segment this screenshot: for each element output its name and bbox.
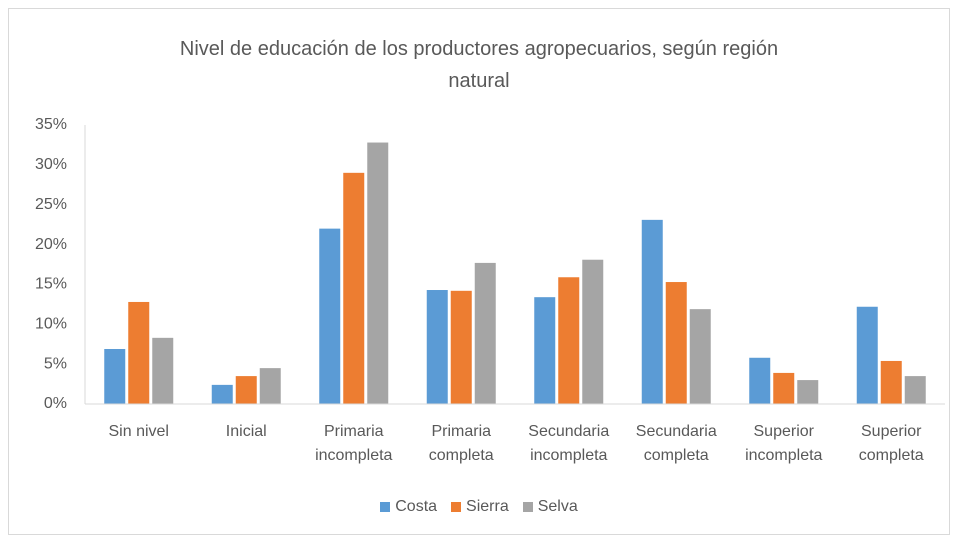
legend-label: Costa — [395, 498, 438, 515]
bar — [641, 219, 663, 404]
bar — [474, 262, 496, 404]
y-tick-label: 25% — [35, 196, 67, 213]
bar — [582, 259, 604, 404]
x-tick-label: Secundaria completa — [635, 423, 717, 464]
legend-item: Sierra — [451, 498, 509, 516]
legend-label: Sierra — [466, 498, 509, 515]
bar — [450, 290, 472, 404]
x-tick-label: Inicial — [225, 423, 267, 440]
bar — [904, 376, 926, 404]
bar — [343, 172, 365, 404]
bar — [773, 372, 795, 404]
chart-title: Nivel de educación de los productores ag… — [179, 38, 779, 92]
bar — [259, 368, 281, 404]
bar — [319, 228, 341, 404]
bar — [426, 290, 448, 404]
y-tick-label: 0% — [44, 395, 67, 412]
x-tick-label: Primaria completa — [428, 423, 494, 464]
bar — [665, 282, 687, 404]
x-tick-label: Secundaria incompleta — [528, 423, 610, 464]
legend-swatch — [522, 502, 533, 512]
bar — [534, 297, 556, 404]
bar — [367, 142, 389, 404]
y-tick-label: 10% — [35, 316, 67, 333]
x-tick-label: Sin nivel — [108, 423, 169, 440]
legend-swatch — [451, 502, 462, 512]
y-tick-label: 30% — [35, 156, 67, 173]
x-tick-label: Primaria incompleta — [315, 423, 393, 464]
bar — [128, 301, 150, 404]
y-tick-label: 5% — [44, 355, 67, 372]
bar — [211, 384, 233, 404]
bar — [689, 309, 711, 404]
legend-item: Costa — [380, 498, 437, 516]
x-tick-label: Superior incompleta — [745, 423, 823, 464]
y-tick-label: 15% — [35, 276, 67, 293]
chart-border — [8, 8, 950, 535]
x-tick-label: Superior completa — [858, 423, 924, 464]
bar — [558, 277, 580, 404]
bar — [749, 357, 771, 404]
bar — [797, 380, 819, 404]
bar — [880, 360, 902, 404]
legend-label: Selva — [537, 498, 578, 515]
bar — [856, 306, 878, 404]
legend: Costa Sierra Selva — [0, 498, 958, 516]
y-tick-label: 20% — [35, 236, 67, 253]
bar — [152, 337, 174, 404]
legend-swatch — [380, 502, 391, 512]
bar — [104, 348, 126, 404]
legend-item: Selva — [522, 498, 578, 516]
bar — [235, 376, 257, 404]
y-tick-label: 35% — [35, 116, 67, 133]
